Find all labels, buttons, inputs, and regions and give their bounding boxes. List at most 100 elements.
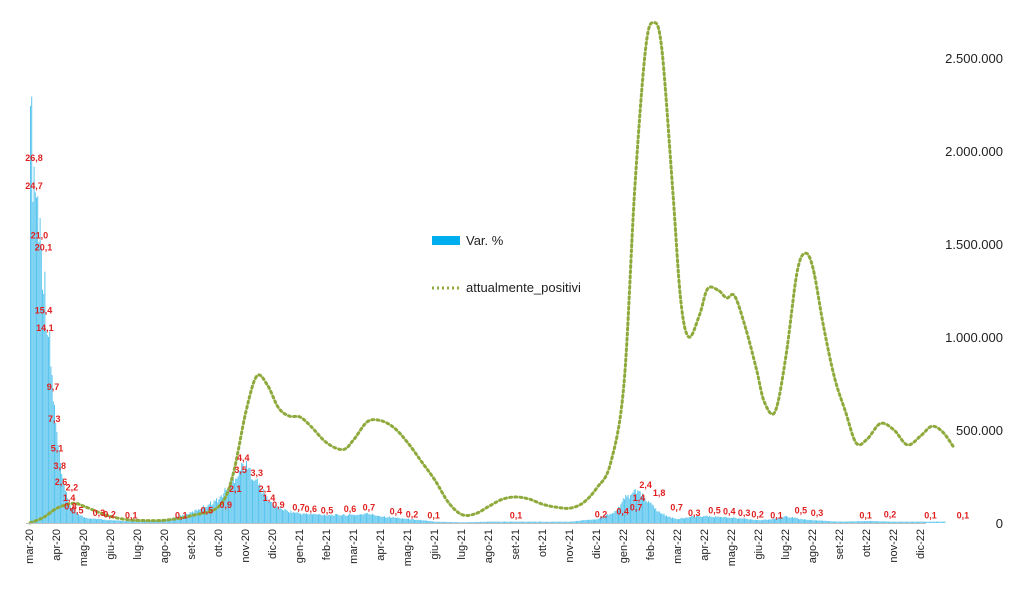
bar [662,514,664,523]
bar [390,517,391,523]
bar [409,519,411,523]
bar [835,521,837,523]
data-label: 3,3 [251,468,264,478]
bar [658,511,660,523]
bar [550,521,552,523]
bar [715,516,717,523]
bar [380,516,382,523]
data-label: 2,1 [229,484,242,494]
x-tick-label: giu-21 [429,529,441,560]
bar [859,521,861,523]
bar [74,510,76,523]
bar [717,516,719,523]
data-label: 0,7 [670,503,683,513]
bar [687,517,689,523]
bar [540,521,541,523]
bar [196,510,198,523]
bar [206,506,208,523]
bar [652,505,654,523]
bar [627,494,629,523]
bar [640,496,642,523]
data-label: 2,6 [55,477,68,487]
bar [313,513,315,523]
bar [254,480,256,523]
data-label: 3,8 [53,461,66,471]
bar [814,520,816,523]
bar [379,515,381,523]
bar [639,491,641,523]
bar [562,521,564,523]
bar [105,520,107,523]
bar [109,520,111,523]
bar [253,480,255,523]
bar [145,521,147,523]
bar [832,521,834,523]
bar [732,517,733,523]
bar [271,501,273,523]
bar [796,518,798,523]
bar [483,521,485,523]
bar [805,519,807,523]
bar [278,509,280,523]
bar [286,510,288,523]
bar [680,518,682,523]
bar [117,520,119,523]
bar [657,511,659,523]
bar [368,514,370,523]
bar [873,521,875,523]
bar [518,521,520,523]
bar [181,515,183,523]
data-label: 0,2 [751,509,764,519]
bar [795,517,797,523]
bar [242,463,244,523]
bar [33,166,35,523]
bar [100,519,102,523]
bar [386,517,388,523]
bar [97,518,99,523]
bar [577,520,579,523]
data-label: 0,4 [390,507,403,517]
bar [500,521,502,523]
data-label: 0,1 [770,511,783,521]
data-label: 20,1 [35,243,53,253]
bar [729,518,731,523]
bar [889,521,891,523]
bar [60,462,61,523]
bar [754,519,756,523]
x-tick-label: nov-21 [564,529,576,563]
bar [543,521,545,523]
bar [849,521,851,523]
bar [423,520,425,523]
bar [135,521,137,523]
bar [268,500,270,523]
bar [928,521,930,523]
bar [748,519,750,523]
bar [315,514,317,523]
bar [634,489,636,523]
bar [64,490,66,523]
x-axis: mar-20 apr-20 mag-20 giu-20 lug-20 ago-20 set-… [24,523,927,566]
bar [406,518,408,523]
bar [783,516,785,523]
bar [376,515,378,523]
bar [489,521,491,523]
bar [784,516,786,523]
bar [774,518,775,523]
bar [765,519,767,523]
x-tick-label: ago-21 [483,529,495,563]
bar [580,520,582,523]
bar [597,519,599,523]
bar [201,508,203,523]
bar [471,522,473,523]
bar [326,515,328,523]
bar [134,521,136,523]
bar [458,522,460,523]
bar [609,513,611,523]
bar [277,506,279,523]
bar [405,518,407,523]
bar [675,518,677,523]
bar [781,516,783,523]
bar [453,522,455,523]
bar [360,514,361,523]
bar [440,521,442,523]
